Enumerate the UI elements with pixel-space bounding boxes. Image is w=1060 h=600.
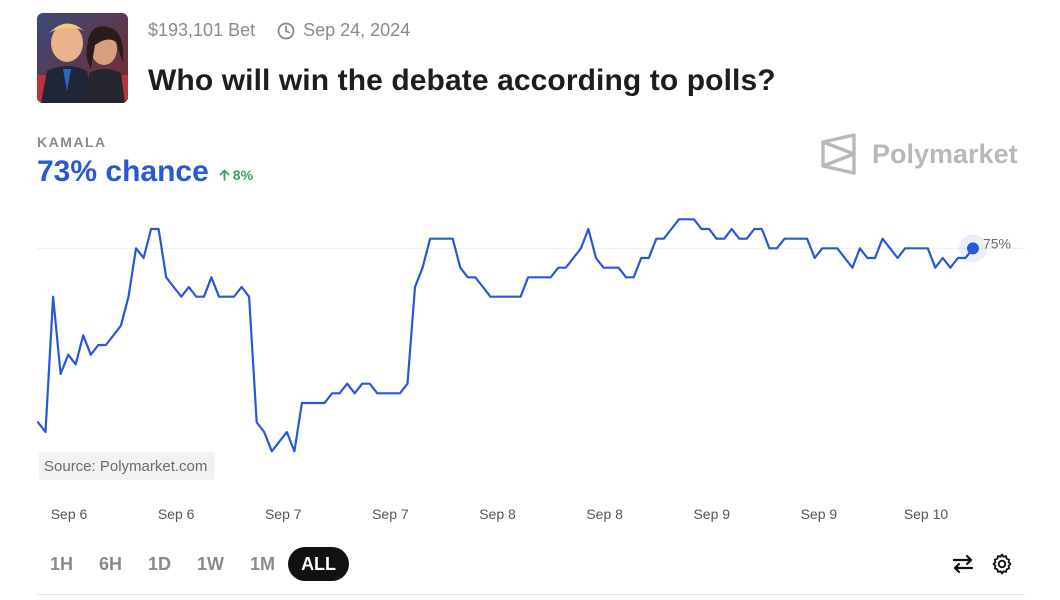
market-meta: $193,101 Bet Sep 24, 2024 — [148, 20, 410, 41]
market-thumbnail — [37, 13, 128, 103]
reference-label: 75% — [983, 235, 1011, 251]
polymarket-logo-icon — [821, 133, 856, 175]
gear-icon[interactable] — [989, 551, 1015, 577]
clock-icon — [277, 22, 295, 40]
source-label: Source: Polymarket.com — [39, 452, 216, 480]
range-1d[interactable]: 1D — [148, 553, 172, 574]
x-tick-label: Sep 7 — [372, 506, 409, 522]
x-tick-label: Sep 7 — [265, 506, 302, 522]
chance-delta: 8% — [219, 167, 253, 183]
range-6h[interactable]: 6H — [99, 553, 123, 574]
chance-row: 73% chance 8% — [37, 155, 253, 189]
swap-arrows-icon[interactable] — [950, 551, 976, 577]
market-title: Who will win the debate according to pol… — [148, 64, 776, 97]
last-point[interactable] — [967, 242, 979, 255]
x-tick-label: Sep 10 — [904, 506, 949, 522]
range-all[interactable]: ALL — [288, 547, 350, 581]
chance-value: 73% chance — [37, 155, 209, 188]
outcome-label: KAMALA — [37, 134, 107, 150]
x-tick-label: Sep 8 — [479, 506, 516, 522]
price-chart: 75% Sep 6 Sep 6 Sep 7 Sep 7 Sep 8 Sep 8 Sep 9 S… — [36, 218, 1025, 522]
x-tick-label: Sep 9 — [693, 506, 730, 522]
x-tick-label: Sep 6 — [51, 506, 88, 522]
chance-delta-value: 8% — [232, 167, 254, 183]
end-date-text: Sep 24, 2024 — [303, 20, 411, 40]
range-1w[interactable]: 1W — [197, 553, 225, 574]
volume-text: $193,101 Bet — [148, 20, 256, 40]
arrow-up-icon — [219, 169, 230, 181]
series-line — [36, 218, 975, 453]
x-tick-label: Sep 8 — [586, 506, 623, 522]
range-1m[interactable]: 1M — [250, 553, 276, 574]
x-tick-label: Sep 9 — [801, 506, 838, 522]
range-1h[interactable]: 1H — [50, 553, 74, 574]
bottom-divider — [37, 594, 1025, 595]
brand-name: Polymarket — [872, 138, 1018, 169]
market-thumbnail-image — [37, 13, 128, 103]
x-tick-label: Sep 6 — [158, 506, 195, 522]
brand: Polymarket — [820, 133, 1018, 175]
time-range-selector: 1H 6H 1D 1W 1M ALL — [37, 547, 350, 581]
